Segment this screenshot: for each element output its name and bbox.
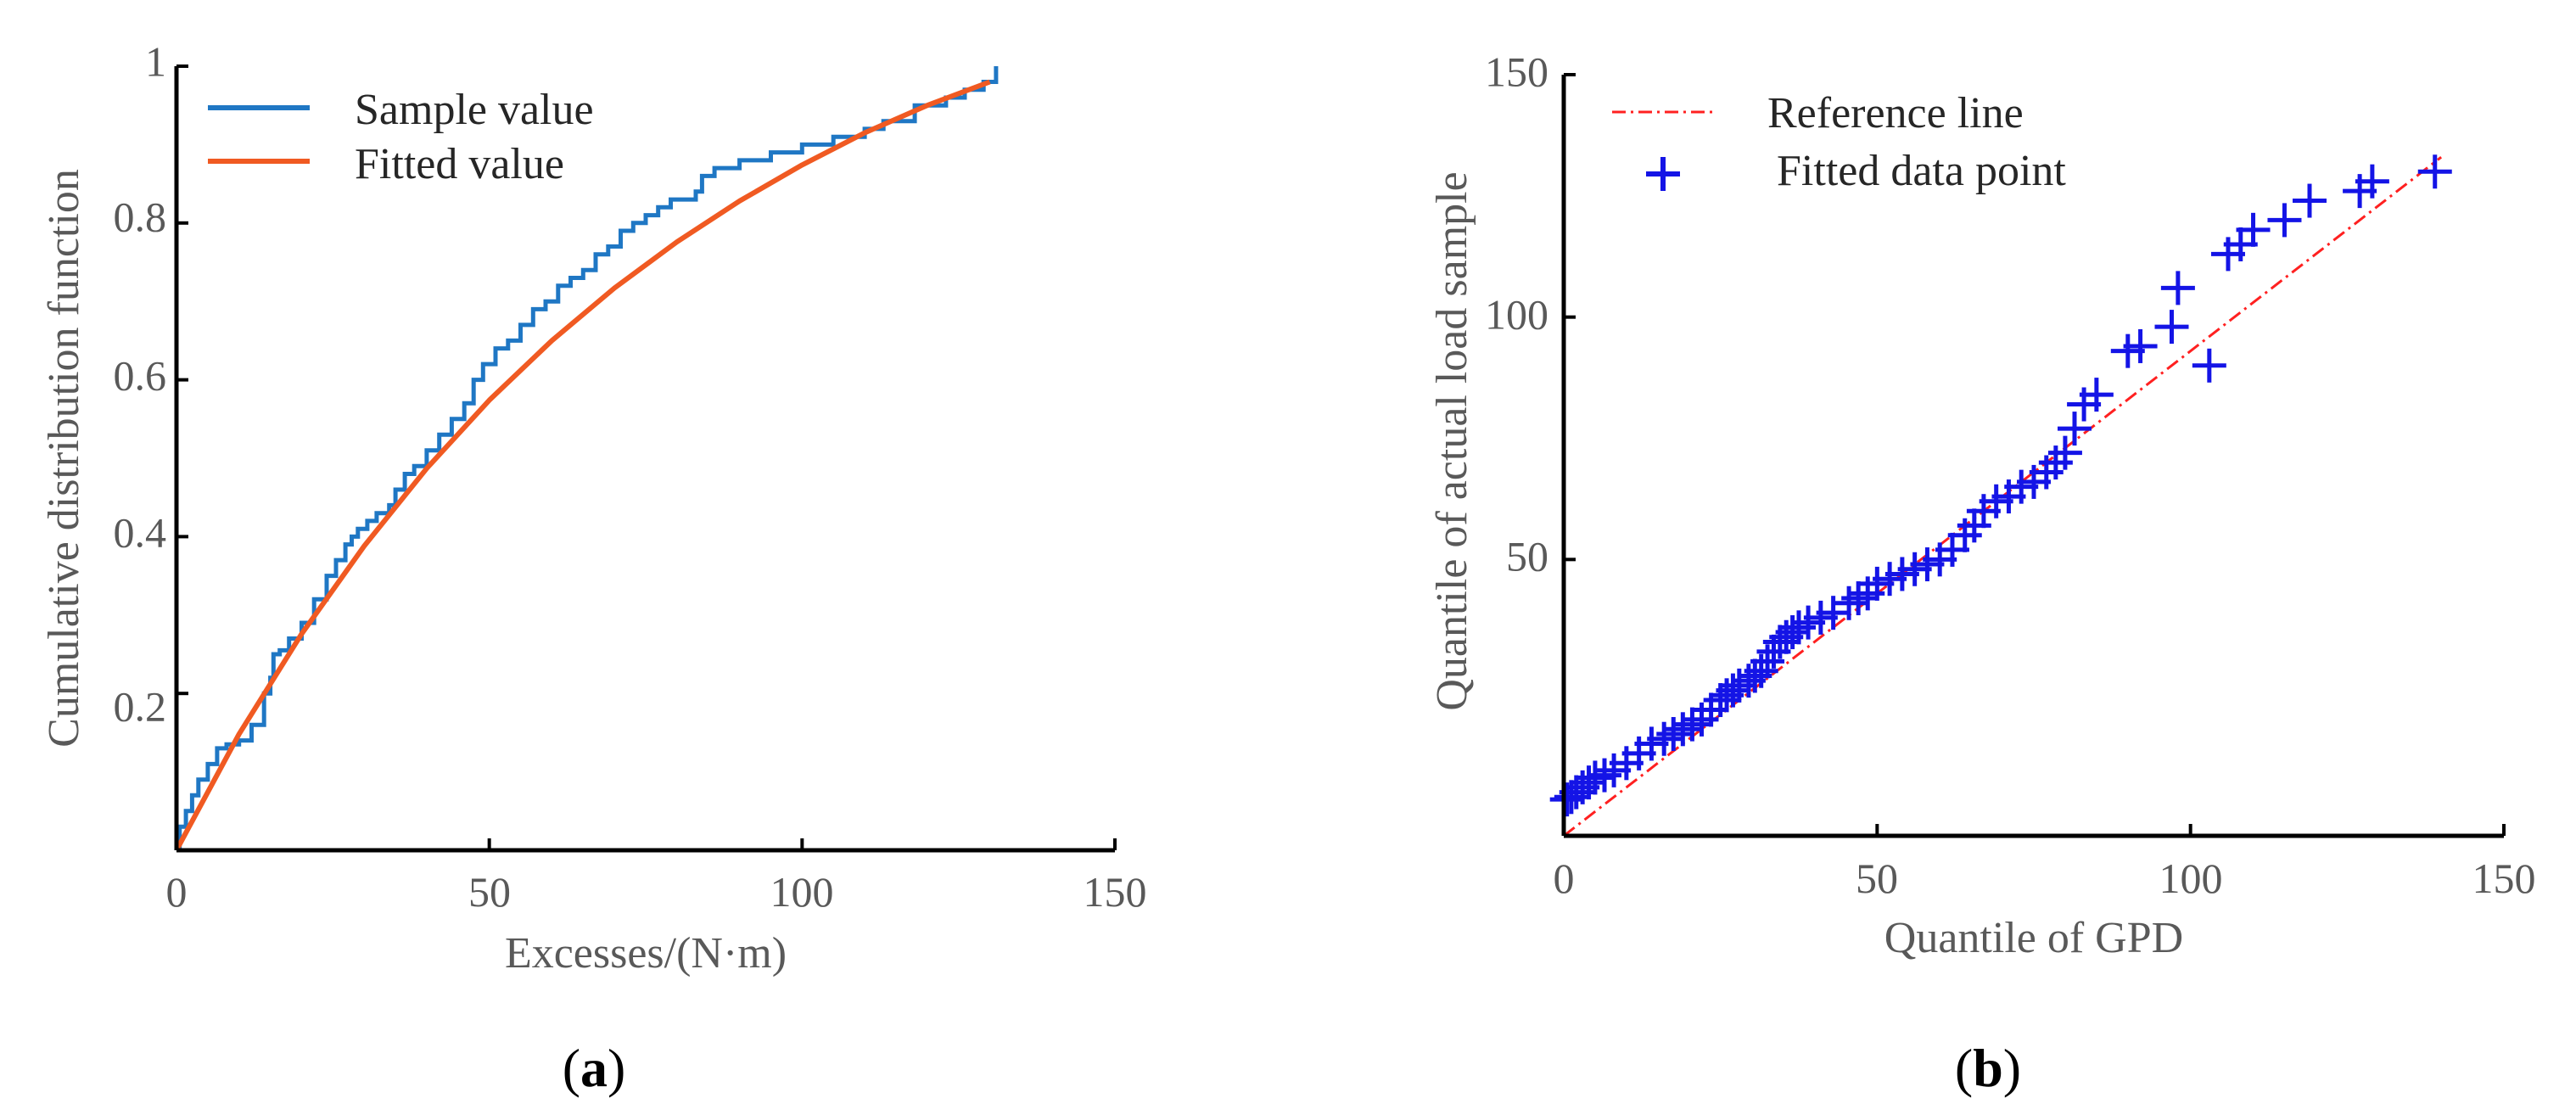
- fitted-data-point: [2160, 271, 2195, 305]
- panel-a-plot-area: [174, 66, 999, 853]
- panel-b-label: (b): [1955, 1038, 2021, 1098]
- panel-a-xtick-label: 50: [468, 868, 511, 916]
- fitted-data-point: [2038, 445, 2073, 480]
- fitted-data-point: [1684, 702, 1719, 737]
- panel-a-xtick-label: 0: [166, 868, 188, 916]
- fitted-data-point: [2079, 378, 2114, 412]
- panel-a-ytick-label: 1: [145, 37, 166, 85]
- panel-a-legend: Sample value Fitted value: [208, 86, 594, 188]
- fitted-data-point: [2058, 412, 2092, 446]
- panel-b-xtick-label: 150: [2472, 854, 2536, 902]
- panel-a-ytick-label: 0.2: [114, 682, 167, 730]
- fitted-data-point: [1571, 765, 1606, 800]
- panel-b-xtick-label: 100: [2159, 854, 2223, 902]
- panel-a-x-axis-title: Excesses/(N·m): [505, 929, 787, 978]
- series-fitted-value-line: [174, 79, 991, 852]
- panel-a-ticks: [175, 64, 1117, 850]
- panel-b-xtick-label: 0: [1554, 854, 1575, 902]
- legend-label-sample-value: Sample value: [355, 86, 594, 134]
- fitted-data-point: [1832, 586, 1867, 620]
- fitted-data-point: [1694, 692, 1728, 727]
- fitted-data-point: [2267, 203, 2302, 238]
- panel-a-y-axis-title: Cumulative distribution function: [40, 169, 88, 748]
- panel-b-ytick-label: 150: [1485, 48, 1548, 95]
- panel-b-ticks: [1562, 73, 2506, 836]
- panel-b-plot-area: [1549, 154, 2452, 838]
- panel-a-cdf-chart: 0.2 0.4 0.6 0.8 1 0 50 100 150 Excesses/…: [40, 37, 1147, 1098]
- fitted-data-point: [2047, 435, 2082, 470]
- panel-b-qq-chart: 50 100 150 0 50 100 150 Quantile of GPD …: [1428, 48, 2536, 1098]
- fitted-data-point: [1675, 707, 1710, 742]
- legend-swatch-fitted-data-point: [1646, 157, 1680, 191]
- panel-a-xtick-label: 150: [1084, 868, 1147, 916]
- fitted-data-point: [2417, 154, 2452, 189]
- fitted-data-point: [2154, 310, 2189, 345]
- fitted-data-point: [1957, 508, 1991, 543]
- panel-a-ytick-label: 0.8: [114, 193, 167, 240]
- fitted-data-point: [1666, 712, 1700, 747]
- legend-label-fitted-data-point: Fitted data point: [1777, 147, 2066, 195]
- panel-b-legend: Reference line Fitted data point: [1612, 89, 2066, 195]
- panel-b-y-axis-title: Quantile of actual load sample: [1428, 171, 1476, 710]
- panel-b-xtick-label: 50: [1856, 854, 1898, 902]
- panel-b-x-axis-title: Quantile of GPD: [1884, 914, 2183, 962]
- fitted-data-point: [2293, 183, 2327, 218]
- panel-a-ytick-label: 0.6: [114, 351, 167, 399]
- legend-label-fitted-value: Fitted value: [355, 140, 564, 188]
- panel-b-ytick-label: 100: [1485, 290, 1548, 338]
- fitted-data-point: [2355, 164, 2389, 199]
- panel-a-xtick-label: 100: [770, 868, 834, 916]
- fitted-data-point: [1656, 717, 1691, 752]
- panel-a-label: (a): [563, 1038, 626, 1098]
- series-sample-value-line: [176, 66, 999, 853]
- legend-label-reference-line: Reference line: [1767, 89, 2024, 137]
- fitted-data-point: [2123, 328, 2158, 363]
- fitted-data-point: [2236, 212, 2271, 247]
- fitted-data-point: [1841, 581, 1876, 616]
- fitted-data-point: [1851, 576, 1885, 611]
- panel-a-ytick-label: 0.4: [114, 508, 167, 556]
- fitted-data-point: [2192, 348, 2226, 383]
- panel-b-ytick-label: 50: [1506, 532, 1548, 580]
